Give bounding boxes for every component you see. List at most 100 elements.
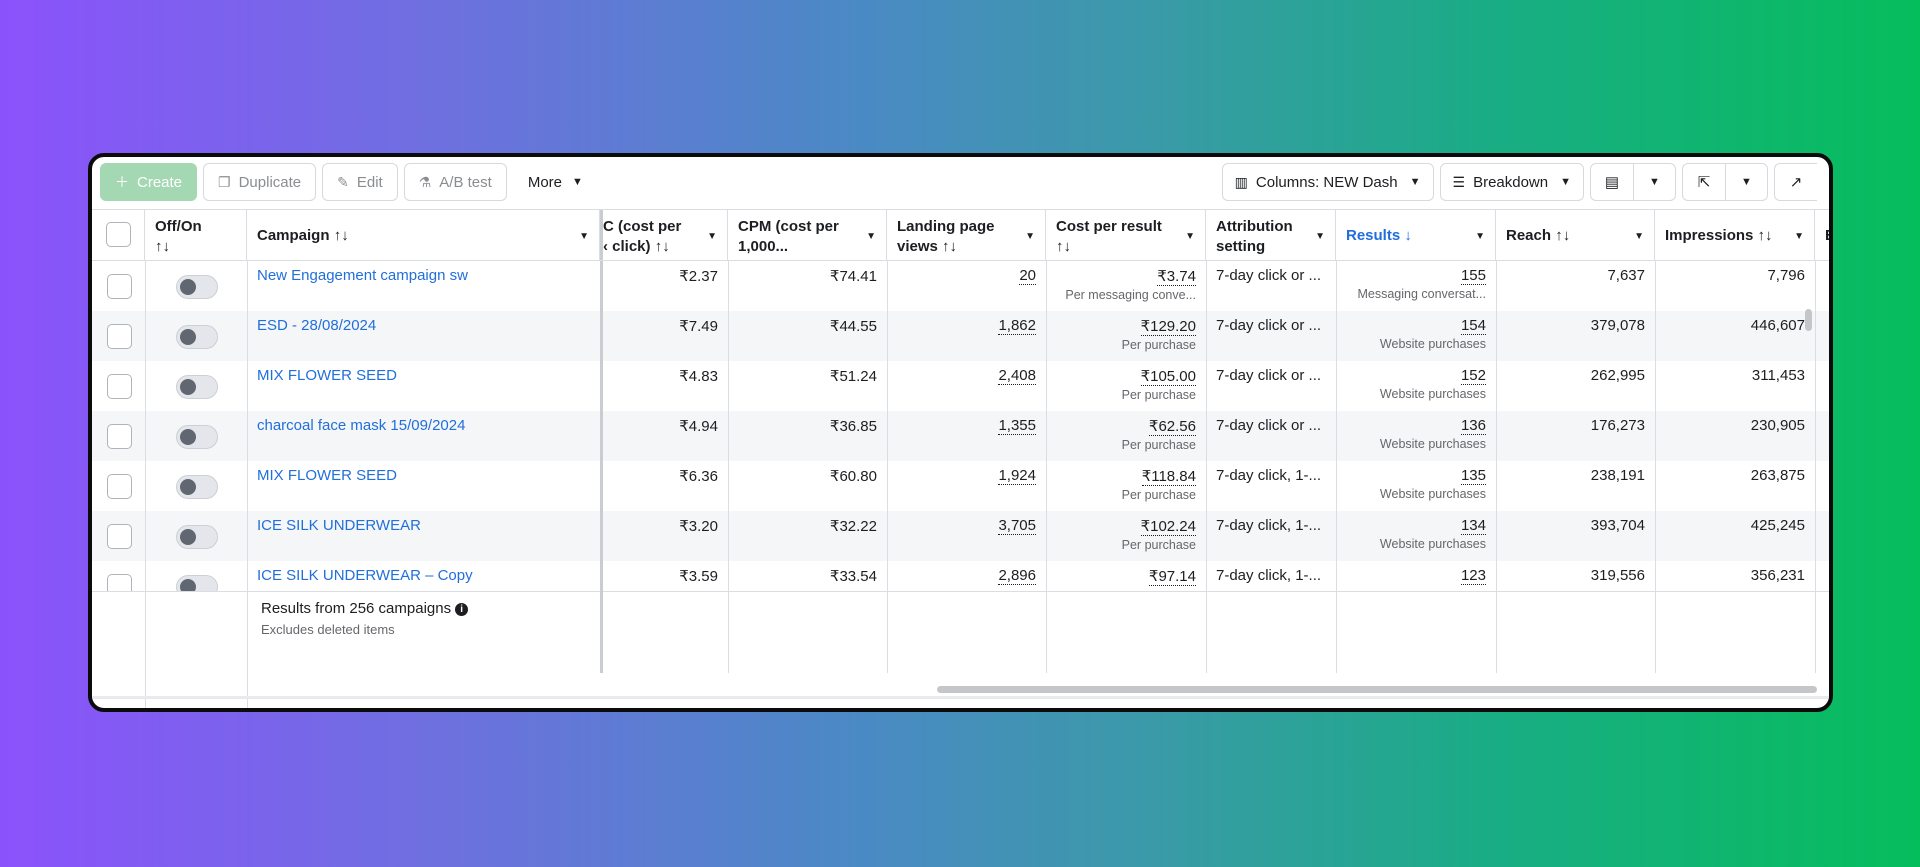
ab-test-button[interactable]: ⚗ A/B test (403, 163, 507, 201)
campaign-link[interactable]: MIX FLOWER SEED (257, 467, 398, 484)
row-checkbox[interactable] (107, 474, 132, 499)
create-button[interactable]: ＋ Create (100, 163, 198, 201)
campaign-toggle[interactable] (176, 275, 218, 299)
header-cpm[interactable]: CPM (cost per 1,000... ▼ (728, 210, 887, 260)
campaign-name-cell: charcoal face mask 15/09/2024 (247, 411, 600, 461)
landing-page-views-cell: 20 (1019, 267, 1036, 285)
row-checkbox[interactable] (107, 524, 132, 549)
caret-down-icon[interactable]: ▼ (1025, 231, 1035, 242)
horizontal-scrollbar[interactable] (937, 686, 1817, 693)
campaign-toggle[interactable] (176, 475, 218, 499)
caret-down-icon[interactable]: ▼ (1634, 231, 1644, 242)
info-icon[interactable]: i (455, 603, 469, 616)
table-row[interactable]: ICE SILK UNDERWEAR – Copy ₹3.59 ₹33.54 2,89… (92, 561, 1829, 591)
caret-down-icon[interactable]: ▼ (1185, 231, 1195, 242)
caret-down-icon[interactable]: ▼ (1315, 231, 1325, 242)
cost-per-result-cell: ₹3.74 Per messaging conve... (1065, 268, 1196, 302)
col-divider (1206, 261, 1207, 673)
frozen-column-divider (600, 261, 603, 673)
campaign-toggle[interactable] (176, 425, 218, 449)
campaign-name-cell: MIX FLOWER SEED (247, 461, 600, 511)
caret-down-icon[interactable]: ▼ (1475, 231, 1485, 242)
breakdown-button[interactable]: ☰ Breakdown ▼ (1439, 163, 1584, 201)
campaign-toggle[interactable] (176, 575, 218, 591)
table-row[interactable]: charcoal face mask 15/09/2024 ₹4.94 ₹36.85… (92, 411, 1829, 461)
attribution-cell: 7-day click or ... (1216, 317, 1322, 334)
toolbar-right: ▥ Columns: NEW Dash ▼ ☰ Breakdown ▼ ▤ ▼ ⇱ ▼ ↗ (1221, 163, 1823, 201)
campaign-toggle[interactable] (176, 325, 218, 349)
header-reach[interactable]: Reach ↑↓ ▼ (1496, 210, 1655, 260)
row-checkbox[interactable] (107, 374, 132, 399)
campaign-toggle[interactable] (176, 375, 218, 399)
table-row[interactable]: ESD - 28/08/2024 ₹7.49 ₹44.55 1,862 ₹129.20 P… (92, 311, 1829, 361)
duplicate-icon: ❐ (218, 173, 231, 190)
reports-split-button[interactable]: ▤ ▼ (1590, 163, 1676, 201)
campaign-link[interactable]: MIX FLOWER SEED (257, 367, 398, 384)
campaign-link[interactable]: ICE SILK UNDERWEAR (257, 517, 421, 534)
frozen-column-divider[interactable] (600, 210, 603, 260)
row-checkbox[interactable] (107, 574, 132, 591)
ads-manager-panel: ＋ Create ❐ Duplicate ✎ Edit ⚗ A/B test More ▼… (88, 153, 1833, 712)
campaign-link[interactable]: New Engagement campaign sw (257, 267, 468, 284)
header-cpc[interactable]: C (cost per ‹ click) ↑↓ ▼ (603, 210, 728, 260)
reports-icon[interactable]: ▤ (1604, 174, 1620, 191)
sort-icon: ↑↓ (333, 227, 349, 244)
duplicate-button[interactable]: ❐ Duplicate (203, 163, 317, 201)
caret-down-icon[interactable]: ▼ (1794, 231, 1804, 242)
row-checkbox[interactable] (107, 274, 132, 299)
impressions-cell: 311,453 (1751, 367, 1805, 384)
vertical-scrollbar[interactable] (1805, 309, 1812, 331)
export-icon[interactable]: ⇱ (1697, 174, 1711, 191)
col-divider (1815, 261, 1816, 673)
caret-down-icon: ▼ (572, 176, 583, 188)
attribution-cell: 7-day click, 1-... (1216, 517, 1322, 534)
select-all-checkbox[interactable] (106, 222, 131, 247)
table-row[interactable]: MIX FLOWER SEED ₹6.36 ₹60.80 1,924 ₹118.84 Pe… (92, 461, 1829, 511)
table-summary-row: Results from 256 campaigns i Excludes del… (92, 591, 1829, 671)
caret-down-icon[interactable]: ▼ (707, 231, 717, 242)
caret-down-icon[interactable]: ▼ (1633, 164, 1675, 200)
caret-down-icon[interactable]: ▼ (579, 231, 589, 242)
header-offon[interactable]: Off/On ↑↓ (145, 210, 247, 260)
results-summary: Results from 256 campaigns i (261, 600, 469, 617)
table-row[interactable]: New Engagement campaign sw ₹2.37 ₹74.41 20 ₹… (92, 261, 1829, 311)
table-row[interactable]: MIX FLOWER SEED ₹4.83 ₹51.24 2,408 ₹105.00 Pe… (92, 361, 1829, 411)
campaign-link[interactable]: ICE SILK UNDERWEAR – Copy (257, 567, 473, 584)
header-results[interactable]: Results ↓ ▼ (1336, 210, 1496, 260)
sort-icon: ↑↓ (1056, 238, 1071, 255)
table-row[interactable]: ICE SILK UNDERWEAR ₹3.20 ₹32.22 3,705 ₹102.2… (92, 511, 1829, 561)
more-button[interactable]: More ▼ (512, 163, 598, 201)
impressions-cell: 356,231 (1750, 567, 1805, 584)
cost-per-result-cell: ₹105.00 Per purchase (1121, 368, 1196, 402)
header-next-column[interactable]: E (1815, 210, 1829, 260)
columns-button[interactable]: ▥ Columns: NEW Dash ▼ (1221, 163, 1434, 201)
chart-button[interactable]: ↗ (1774, 163, 1817, 201)
campaign-name-cell: ESD - 28/08/2024 (247, 311, 600, 361)
cpm-cell: ₹60.80 (829, 468, 877, 485)
col-divider (1496, 261, 1497, 673)
caret-down-icon[interactable]: ▼ (1725, 164, 1767, 200)
campaign-link[interactable]: charcoal face mask 15/09/2024 (257, 417, 466, 434)
edit-button[interactable]: ✎ Edit (322, 163, 398, 201)
trend-chart-icon[interactable]: ↗ (1789, 174, 1803, 191)
attribution-cell: 7-day click, 1-... (1216, 467, 1322, 484)
header-campaign[interactable]: Campaign ↑↓ ▼ (247, 210, 600, 260)
header-impressions[interactable]: Impressions ↑↓ ▼ (1655, 210, 1815, 260)
campaign-link[interactable]: ESD - 28/08/2024 (257, 317, 377, 334)
campaign-toggle[interactable] (176, 525, 218, 549)
impressions-cell: 446,607 (1750, 317, 1805, 334)
cpm-cell: ₹32.22 (829, 518, 877, 535)
col-divider (1336, 261, 1337, 673)
row-checkbox[interactable] (107, 324, 132, 349)
col-divider (145, 261, 146, 708)
sort-icon: ↑↓ (942, 238, 958, 255)
header-cost-per-result[interactable]: Cost per result ↑↓ ▼ (1046, 210, 1206, 260)
impressions-cell: 425,245 (1750, 517, 1805, 534)
caret-down-icon[interactable]: ▼ (866, 231, 876, 242)
header-attribution-setting[interactable]: Attribution setting ▼ (1206, 210, 1336, 260)
row-checkbox[interactable] (107, 424, 132, 449)
header-landing-page-views[interactable]: Landing page views ↑↓ ▼ (887, 210, 1046, 260)
cpm-cell: ₹51.24 (829, 368, 877, 385)
export-split-button[interactable]: ⇱ ▼ (1682, 163, 1768, 201)
flask-icon: ⚗ (418, 173, 432, 190)
